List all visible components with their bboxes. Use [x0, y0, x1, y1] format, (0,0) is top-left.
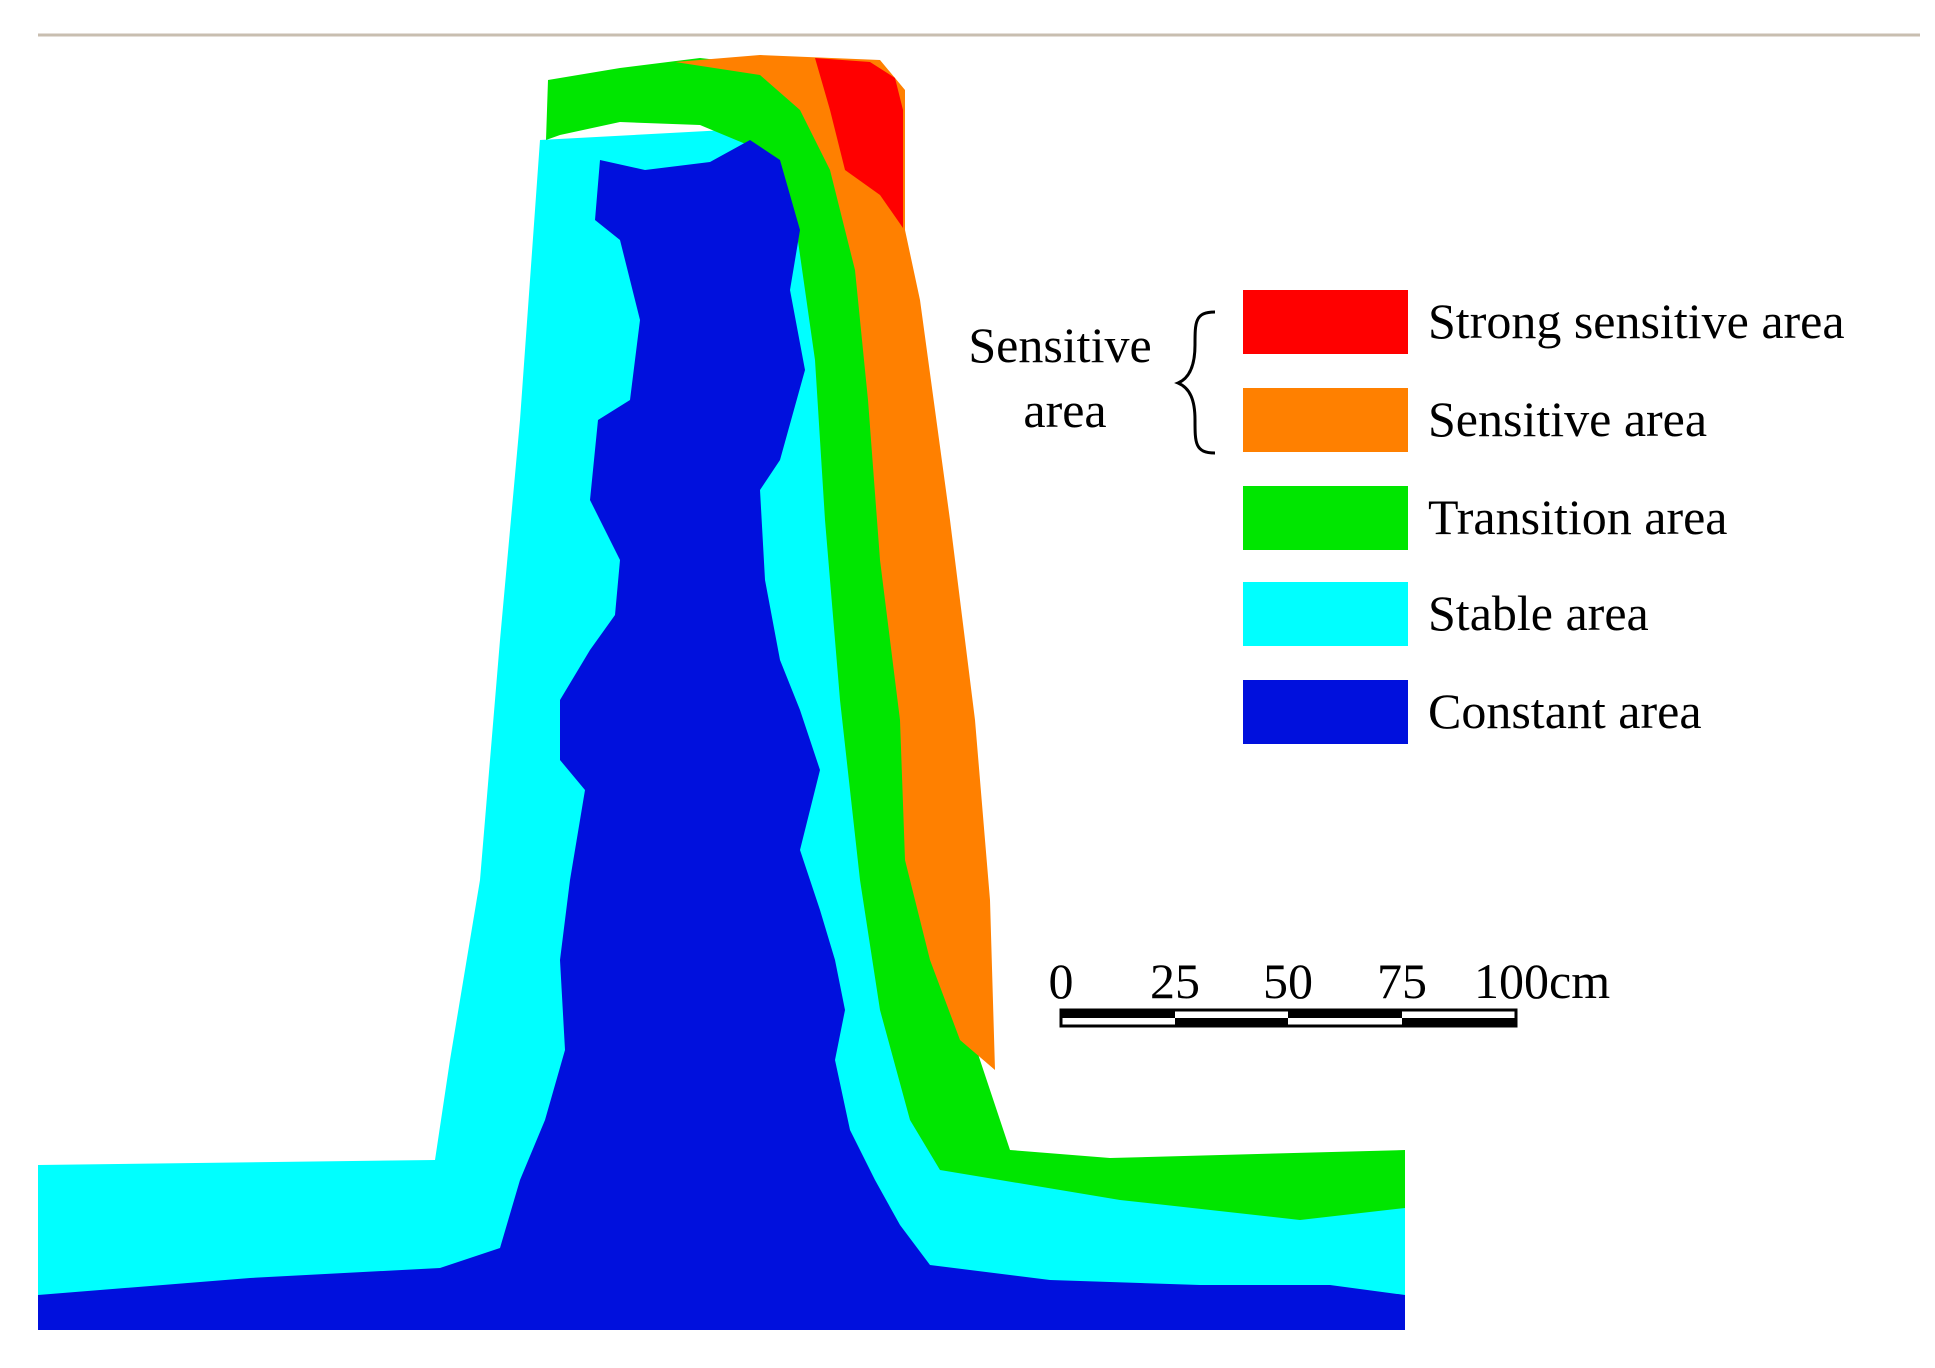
scale-bar-segment	[1175, 1018, 1288, 1026]
legend-swatch-transition	[1243, 486, 1408, 550]
scale-tick-label: 75	[1377, 953, 1427, 1009]
scale-bar-segment	[1061, 1010, 1175, 1018]
legend-label-sensitive: Sensitive area	[1428, 391, 1707, 447]
legend-swatch-sensitive	[1243, 388, 1408, 452]
scale-bar-segment	[1402, 1018, 1516, 1026]
zone-map	[38, 55, 1405, 1330]
legend-swatch-strong-sensitive	[1243, 290, 1408, 354]
legend-group-label: Sensitive	[968, 317, 1151, 373]
sensitive-area-zone	[675, 55, 995, 1070]
legend: Sensitive area Strong sensitive area Sens…	[968, 290, 1845, 744]
legend-label-constant: Constant area	[1428, 683, 1702, 739]
legend-label-transition: Transition area	[1428, 489, 1728, 545]
legend-group-label-line2: area	[1023, 382, 1106, 438]
scale-bar: 0 25 50 75 100cm	[1049, 953, 1610, 1028]
legend-label-stable: Stable area	[1428, 585, 1649, 641]
legend-label-strong-sensitive: Strong sensitive area	[1428, 293, 1845, 349]
strong-sensitive-area-zone	[815, 58, 903, 228]
scale-bar-segment	[1288, 1010, 1402, 1018]
scale-tick-label: 50	[1263, 953, 1313, 1009]
scale-tick-label: 0	[1049, 953, 1074, 1009]
constant-area-zone	[38, 140, 1405, 1330]
legend-swatch-stable	[1243, 582, 1408, 646]
scale-tick-label: 100cm	[1474, 953, 1610, 1009]
legend-swatch-constant	[1243, 680, 1408, 744]
scale-tick-label: 25	[1150, 953, 1200, 1009]
legend-brace	[1174, 310, 1216, 455]
